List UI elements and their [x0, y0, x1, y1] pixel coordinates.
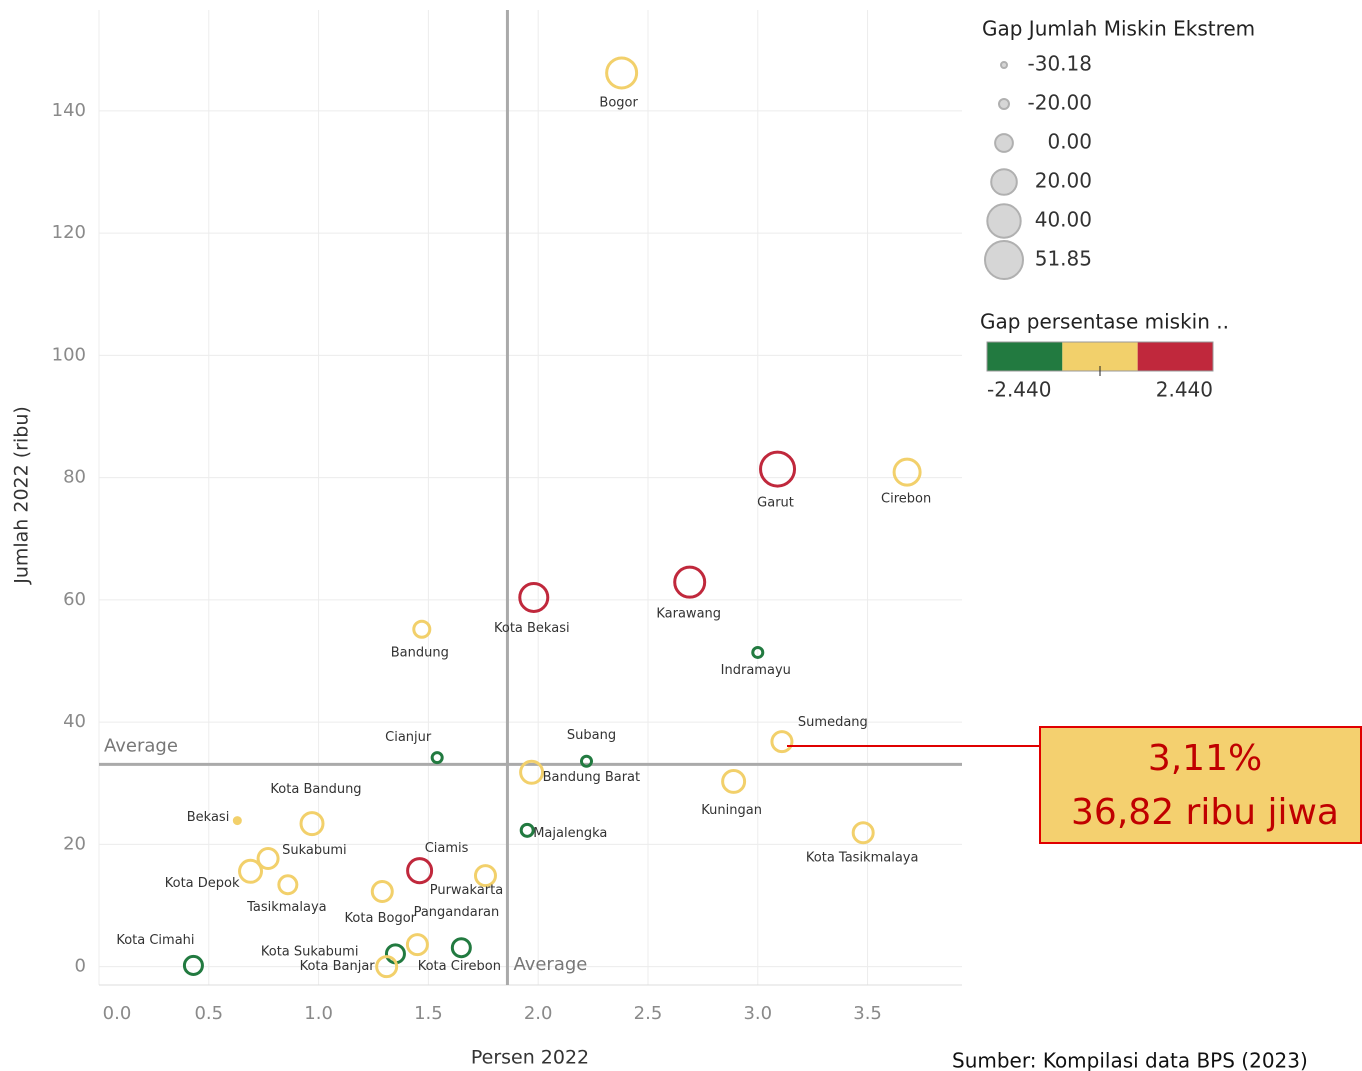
y-tick-label: 20 [63, 833, 86, 854]
size-legend-title: Gap Jumlah Miskin Ekstrem [982, 17, 1255, 41]
y-tick-label: 100 [52, 344, 86, 365]
size-legend-label: -30.18 [1028, 52, 1092, 76]
color-legend-max: 2.440 [1156, 378, 1213, 402]
point-label: Karawang [656, 607, 721, 622]
bubble [277, 874, 299, 896]
average-label: Average [104, 735, 178, 756]
point-label: Ciamis [425, 841, 469, 856]
size-legend-circle [984, 240, 1024, 280]
point-label: Bandung [391, 646, 449, 661]
bubble [518, 581, 550, 613]
y-tick-label: 140 [52, 100, 86, 121]
y-tick-label: 60 [63, 589, 86, 610]
bubble [851, 821, 875, 845]
x-tick-label: 2.5 [634, 1003, 663, 1024]
annotation-box [1039, 726, 1362, 844]
bubble [519, 822, 535, 838]
point-label: Subang [567, 728, 616, 743]
size-legend-label: 51.85 [1035, 247, 1092, 271]
point-label: Kota Bandung [270, 782, 361, 797]
bubble [770, 730, 794, 754]
size-legend-label: 0.00 [1047, 130, 1092, 154]
bubble [375, 955, 399, 979]
point-label: Cianjur [385, 730, 432, 745]
point-label: Bandung Barat [543, 770, 641, 785]
bubble [759, 450, 797, 488]
size-legend-label: 40.00 [1035, 208, 1092, 232]
bubble [182, 954, 204, 976]
point-label: Sumedang [798, 715, 868, 730]
y-tick-label: 120 [52, 222, 86, 243]
bubble [751, 645, 765, 659]
bubble [430, 751, 444, 765]
size-legend-label: -20.00 [1028, 91, 1092, 115]
source-note: Sumber: Kompilasi data BPS (2023) [952, 1049, 1308, 1071]
bubble [579, 754, 594, 768]
bubble [605, 56, 639, 90]
bubble [256, 846, 280, 870]
size-legend-label: 20.00 [1035, 169, 1092, 193]
bubble [405, 933, 429, 957]
x-tick-label: 0.5 [194, 1003, 223, 1024]
x-tick-label: 3.5 [853, 1003, 882, 1024]
bubble [370, 879, 394, 903]
point-label: Purwakarta [430, 883, 503, 898]
point-label: Kuningan [701, 803, 762, 818]
x-axis-title: Persen 2022 [471, 1047, 589, 1069]
point-label: Bekasi [187, 810, 230, 825]
point-label: Tasikmalaya [246, 900, 327, 915]
average-label: Average [513, 954, 587, 975]
point-label: Majalengka [533, 826, 607, 841]
point-label: Sukabumi [282, 843, 347, 858]
x-tick-label: 1.5 [414, 1003, 443, 1024]
x-tick-label: 0.0 [103, 1003, 132, 1024]
x-tick-label: 1.0 [304, 1003, 333, 1024]
point-label: Cirebon [881, 492, 931, 507]
point-label: Kota Cimahi [116, 933, 194, 948]
point-label: Kota Cirebon [418, 959, 501, 974]
size-legend-circle [986, 203, 1022, 239]
bubble [892, 457, 922, 487]
color-legend-swatch [987, 342, 1063, 371]
x-tick-label: 2.0 [524, 1003, 553, 1024]
bubble [673, 565, 707, 599]
point-label: Garut [757, 496, 794, 511]
size-legend-circle [990, 168, 1018, 196]
point-label: Kota Tasikmalaya [806, 850, 919, 865]
bubble [721, 768, 747, 794]
point-label: Kota Banjar [300, 959, 376, 974]
bubble [519, 759, 545, 785]
annotation-text: 3,11% [1148, 738, 1262, 779]
bubble [450, 937, 472, 959]
y-tick-label: 40 [63, 711, 86, 732]
color-legend-title: Gap persentase miskin .. [980, 310, 1229, 334]
color-legend-min: -2.440 [987, 378, 1051, 402]
bubble [406, 857, 434, 885]
point-label: Pangandaran [414, 905, 500, 920]
bubble [232, 816, 242, 826]
point-label: Kota Bekasi [494, 621, 570, 636]
size-legend-circle [1000, 61, 1008, 69]
y-axis-title: Jumlah 2022 (ribu) [11, 406, 33, 585]
point-label: Indramayu [721, 663, 791, 678]
bubble [473, 864, 497, 888]
point-label: Kota Depok [165, 876, 240, 891]
point-label: Bogor [599, 95, 638, 110]
bubble [299, 811, 325, 837]
size-legend-circle [994, 133, 1014, 153]
y-tick-label: 0 [75, 956, 86, 977]
bubble [412, 619, 432, 639]
size-legend-circle [998, 98, 1010, 110]
point-label: Kota Bogor [345, 911, 417, 926]
y-tick-label: 80 [63, 467, 86, 488]
x-tick-label: 3.0 [743, 1003, 772, 1024]
color-legend-swatch [1137, 342, 1213, 371]
annotation-text: 36,82 ribu jiwa [1071, 792, 1339, 833]
bubble [238, 858, 264, 884]
point-label: Kota Sukabumi [261, 944, 359, 959]
